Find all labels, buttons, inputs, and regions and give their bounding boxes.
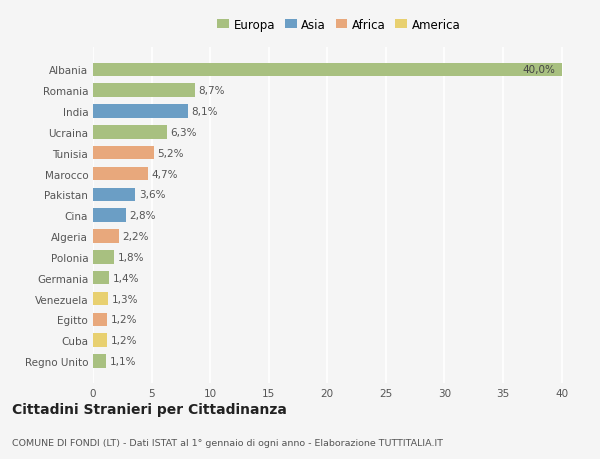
Text: 40,0%: 40,0% [523, 65, 556, 75]
Bar [93, 334, 107, 347]
Text: 1,8%: 1,8% [118, 252, 144, 262]
Text: 8,1%: 8,1% [191, 107, 218, 117]
Bar [93, 84, 195, 98]
Bar [93, 63, 562, 77]
Bar [93, 146, 154, 160]
Text: 1,2%: 1,2% [110, 336, 137, 346]
Legend: Europa, Asia, Africa, America: Europa, Asia, Africa, America [212, 14, 466, 36]
Bar [93, 230, 119, 243]
Bar [93, 209, 126, 223]
Text: 2,2%: 2,2% [122, 231, 149, 241]
Bar [93, 126, 167, 140]
Bar [93, 271, 109, 285]
Text: Cittadini Stranieri per Cittadinanza: Cittadini Stranieri per Cittadinanza [12, 402, 287, 416]
Text: 2,8%: 2,8% [130, 211, 156, 221]
Bar [93, 188, 135, 202]
Text: COMUNE DI FONDI (LT) - Dati ISTAT al 1° gennaio di ogni anno - Elaborazione TUTT: COMUNE DI FONDI (LT) - Dati ISTAT al 1° … [12, 438, 443, 447]
Text: 6,3%: 6,3% [170, 128, 197, 138]
Bar [93, 168, 148, 181]
Text: 8,7%: 8,7% [199, 86, 225, 96]
Bar [93, 292, 108, 306]
Text: 4,7%: 4,7% [152, 169, 178, 179]
Text: 5,2%: 5,2% [157, 148, 184, 158]
Text: 1,1%: 1,1% [109, 356, 136, 366]
Bar [93, 354, 106, 368]
Text: 3,6%: 3,6% [139, 190, 165, 200]
Text: 1,4%: 1,4% [113, 273, 139, 283]
Bar [93, 313, 107, 326]
Text: 1,2%: 1,2% [110, 315, 137, 325]
Bar [93, 251, 114, 264]
Text: 1,3%: 1,3% [112, 294, 138, 304]
Bar [93, 105, 188, 118]
